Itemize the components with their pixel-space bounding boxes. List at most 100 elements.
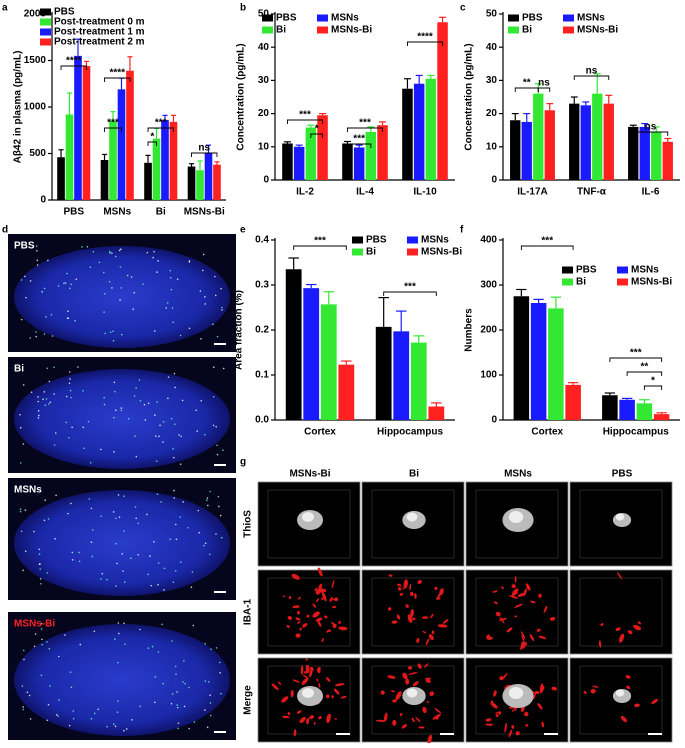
plaque-dot (24, 509, 27, 511)
plaque-dot (38, 548, 41, 551)
plaque-dot (22, 708, 25, 711)
plaque-dot (70, 502, 72, 505)
microglia (325, 694, 330, 699)
plaque-dot (188, 686, 190, 689)
plaque-dot (147, 402, 150, 405)
plaque-dot (212, 366, 215, 368)
y-tick-label: 1000 (24, 102, 47, 113)
significance-label: *** (299, 110, 311, 121)
microglia (295, 617, 301, 621)
render-box (475, 489, 559, 559)
plaque-dot (172, 581, 175, 584)
plaque-dot (100, 578, 102, 580)
plaque-dot (170, 702, 173, 705)
microglia (300, 664, 304, 675)
plaque-dot (179, 463, 182, 465)
plaque-dot (199, 290, 202, 292)
microglia (296, 710, 302, 714)
microglia (422, 706, 427, 714)
significance-bracket (191, 152, 218, 157)
render-box (371, 665, 455, 735)
plaque-dot (41, 638, 43, 641)
microglia (402, 587, 405, 590)
plaque-dot (173, 489, 175, 492)
microglia (291, 573, 300, 580)
plaque-dot (93, 712, 96, 715)
plaque-dot (137, 522, 140, 525)
plaque-dot (123, 530, 125, 532)
plaque-dot (133, 395, 136, 397)
legend-swatch (317, 26, 328, 34)
microglia (592, 685, 599, 688)
microglia (619, 633, 625, 643)
confocal-image (569, 481, 673, 567)
plaque-dot (204, 296, 206, 298)
plaque-dot (130, 557, 132, 560)
render-box (371, 489, 455, 559)
significance-label: ns (198, 143, 210, 154)
bar (413, 83, 425, 180)
brain-image: MSNs-Bi (8, 612, 236, 740)
plaque-dot (49, 401, 52, 404)
plaque-dot (209, 694, 211, 696)
significance-bracket (407, 41, 443, 46)
plaque-dot (137, 553, 139, 556)
plaque-dot (220, 692, 222, 695)
y-tick-label: 20 (258, 108, 270, 119)
y-tick-label: 400 (480, 235, 497, 246)
microglia (651, 698, 658, 704)
plaque-dot (155, 460, 158, 462)
plaque-dot (204, 433, 206, 436)
plaque-dot (57, 285, 60, 287)
microglia (305, 670, 308, 674)
plaque-dot (101, 572, 104, 575)
significance-bracket (310, 133, 323, 138)
plaque-dot (71, 559, 74, 561)
legend-label: Bi (276, 25, 286, 36)
microglia (583, 690, 587, 695)
legend-swatch (563, 14, 574, 22)
y-tick-label: 200 (480, 325, 497, 336)
plaque-dot (55, 714, 58, 716)
plaque-dot (172, 448, 174, 450)
plaque-dot (78, 560, 81, 563)
microglia (391, 620, 398, 624)
legend-swatch (352, 236, 363, 244)
legend-swatch (40, 38, 51, 46)
bar (402, 88, 413, 180)
plaque-dot (152, 256, 154, 259)
microglia (508, 729, 513, 738)
microglia (514, 603, 524, 608)
microglia (401, 724, 407, 729)
legend-label: Bi (366, 247, 376, 258)
microglia (538, 635, 547, 640)
plaque-dot (72, 718, 75, 720)
y-tick-label: 0 (491, 175, 497, 186)
plaque-core (508, 511, 524, 523)
microglia (403, 579, 408, 589)
plaque-dot (55, 494, 57, 497)
chart: 0 100 200 300 400 Numbers Cortex Hippocampus PBS… (464, 235, 680, 438)
image-background (257, 569, 361, 655)
plaque-dot (123, 495, 125, 497)
plaque-dot (103, 403, 106, 406)
bar (393, 331, 410, 420)
plaque-dot (40, 628, 43, 630)
plaque-dot (169, 276, 172, 279)
plaque-dot (154, 701, 156, 704)
plaque-dot (219, 514, 222, 517)
plaque-dot (64, 634, 66, 636)
significance-label: ns (586, 66, 598, 77)
microglia (410, 591, 414, 597)
plaque-dot (40, 583, 42, 585)
brain-image: Bi (8, 357, 236, 473)
microglia (415, 717, 421, 723)
microglia (297, 596, 301, 600)
microglia (514, 615, 518, 618)
microglia (412, 681, 419, 687)
plaque-dot (133, 291, 136, 294)
microglia (334, 597, 339, 602)
significance-bracket (537, 87, 551, 92)
plaque-dot (22, 649, 25, 652)
plaque-dot (163, 567, 166, 570)
